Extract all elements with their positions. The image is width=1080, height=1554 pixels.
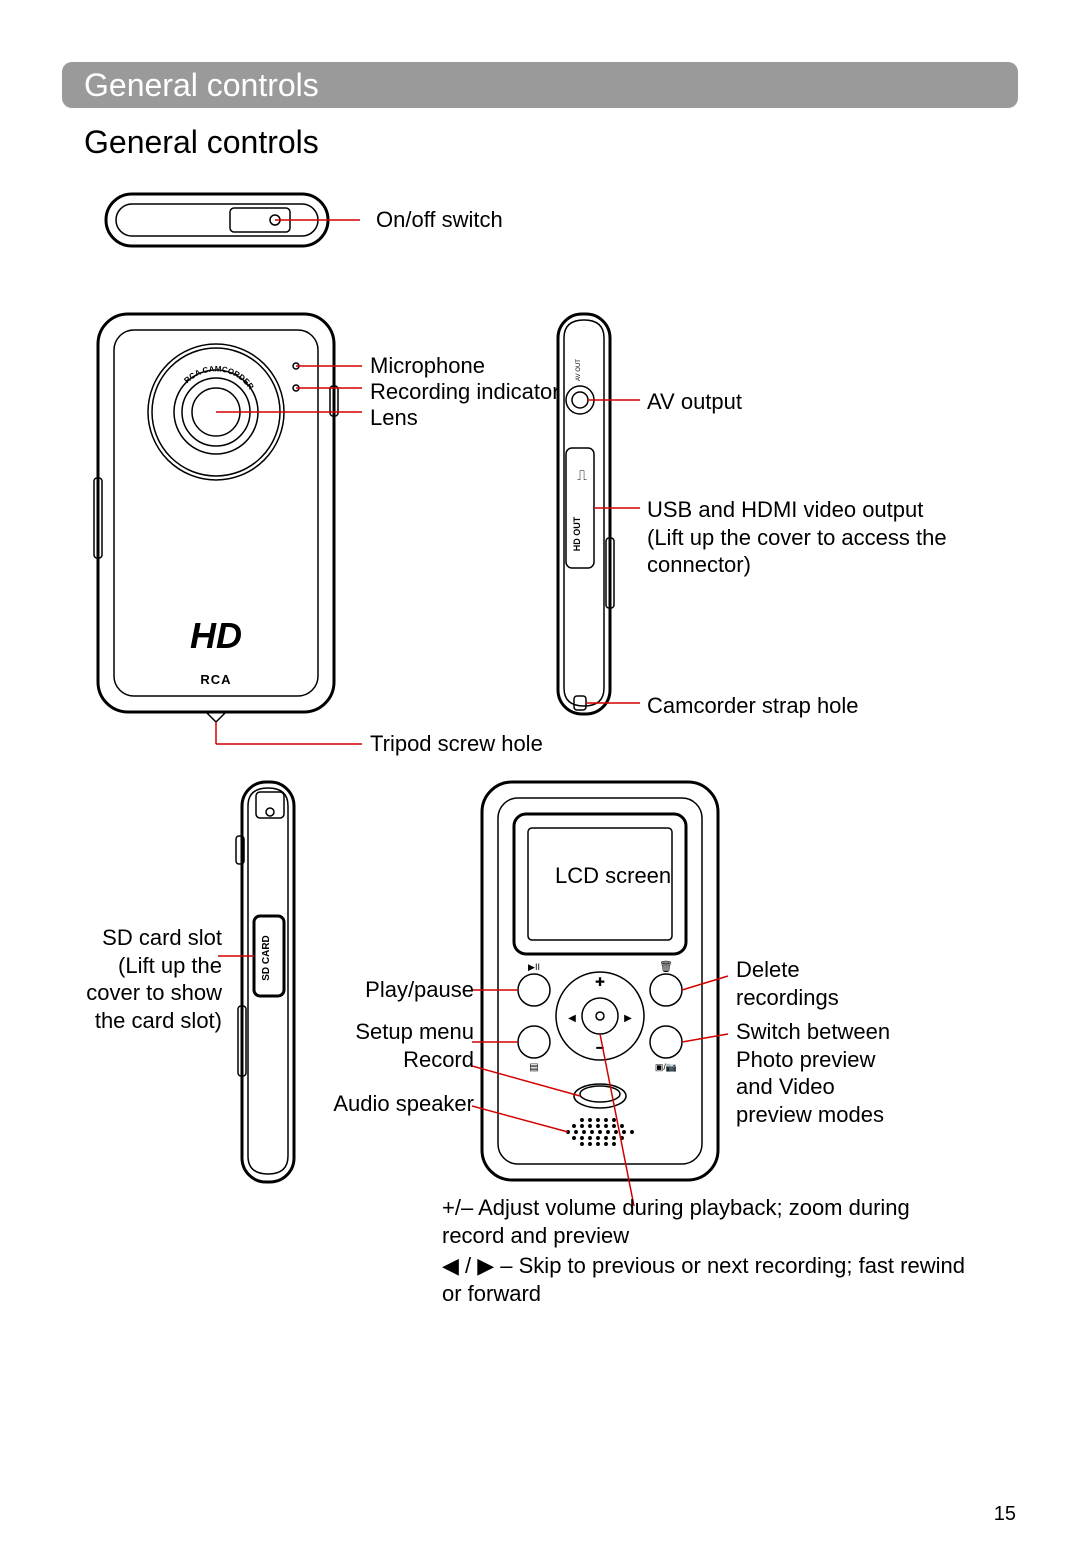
svg-text:▶II: ▶II <box>528 962 540 972</box>
label-play-pause: Play/pause <box>364 976 474 1004</box>
label-lcd: LCD screen <box>555 862 671 890</box>
brand-logo: RCA <box>200 672 231 687</box>
label-strap-hole: Camcorder strap hole <box>647 692 859 720</box>
label-setup-menu: Setup menu <box>346 1018 474 1046</box>
svg-text:▶: ▶ <box>624 1013 632 1024</box>
page-subtitle: General controls <box>84 124 319 161</box>
svg-text:⎍: ⎍ <box>577 467 587 483</box>
svg-text:✚: ✚ <box>595 975 605 989</box>
left-side-diagram: SD CARD <box>218 776 338 1206</box>
hd-out-label: HD OUT <box>572 516 582 551</box>
av-out-label: AV OUT <box>576 359 582 381</box>
svg-text:◀: ◀ <box>568 1013 576 1024</box>
label-audio-speaker: Audio speaker <box>328 1090 474 1118</box>
label-delete: Delete recordings <box>736 956 876 1011</box>
page-number: 15 <box>994 1503 1016 1526</box>
back-view-diagram: ✚ ━ ◀ ▶ ▶II 🗑 ▤ ▣/📷 <box>472 776 732 1206</box>
section-header-title: General controls <box>84 67 319 104</box>
label-switch-mode: Switch between Photo preview and Video p… <box>736 1018 896 1128</box>
svg-text:▤: ▤ <box>529 1062 538 1073</box>
right-side-diagram: AV OUT ⎍ HD OUT <box>540 308 660 738</box>
sd-card-label: SD CARD <box>261 935 272 981</box>
label-tripod: Tripod screw hole <box>370 730 543 758</box>
section-header-bar: General controls <box>62 62 1018 108</box>
hd-logo: HD <box>190 615 242 656</box>
label-rec-indicator: Recording indicator <box>370 378 560 406</box>
label-sd-card: SD card slot (Lift up the cover to show … <box>82 924 222 1034</box>
top-view-diagram <box>100 182 360 262</box>
label-av-output: AV output <box>647 388 742 416</box>
svg-text:🗑: 🗑 <box>659 960 673 973</box>
label-on-off: On/off switch <box>376 206 503 234</box>
front-view-diagram: RCA CAMCORDER HD RCA <box>92 308 382 758</box>
label-usb-hdmi: USB and HDMI video output (Lift up the c… <box>647 496 947 579</box>
label-vol-zoom: +/– Adjust volume during playback; zoom … <box>442 1194 972 1249</box>
label-microphone: Microphone <box>370 352 485 380</box>
label-skip: ◀ / ▶ – Skip to previous or next recordi… <box>442 1252 972 1307</box>
label-lens: Lens <box>370 404 418 432</box>
svg-text:▣/📷: ▣/📷 <box>655 1062 677 1072</box>
label-record: Record <box>346 1046 474 1074</box>
